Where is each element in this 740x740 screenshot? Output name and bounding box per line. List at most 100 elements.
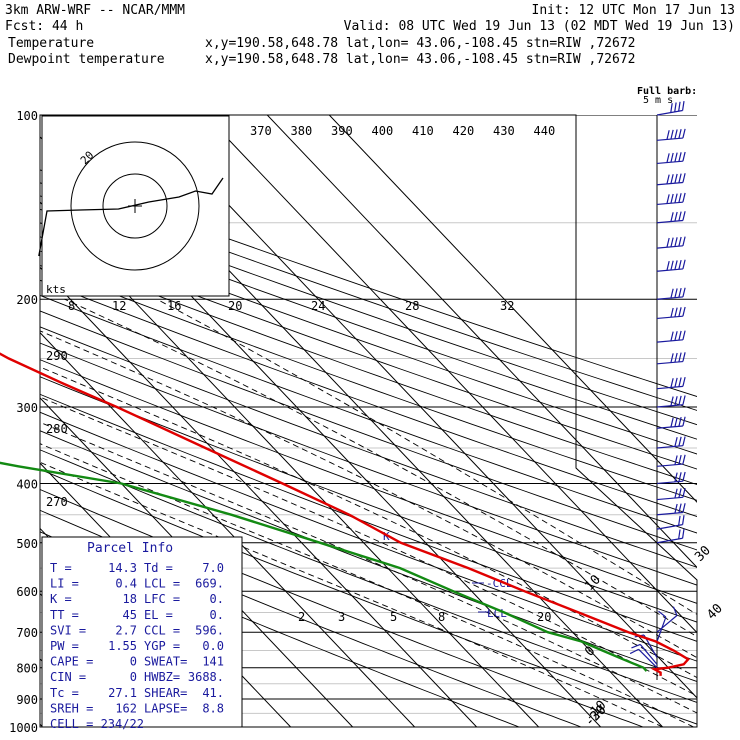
wind-barb-flag: [670, 212, 674, 222]
temperature-legend: Temperature: [8, 36, 94, 51]
wind-barb: [656, 306, 686, 320]
lcl-label: LCL: [487, 607, 507, 620]
wind-barb-shaft: [639, 644, 658, 665]
wind-barb: [656, 416, 686, 429]
isotherm: [204, 115, 697, 634]
dry-adiabat: [40, 310, 697, 551]
parcel-info-key: Td =: [144, 561, 173, 575]
parcel-info-value: 0.: [210, 592, 224, 606]
wind-barb-flag: [682, 192, 686, 203]
wind-barb: [656, 101, 685, 116]
dry-adiabat: [40, 294, 697, 534]
parcel-info-key: TT =: [50, 608, 79, 622]
pressure-label: 800: [16, 662, 38, 676]
height-label: 280: [46, 422, 68, 436]
wind-barb-flag: [682, 515, 685, 525]
wind-barb-flag: [678, 236, 682, 247]
wind-barb-flag: [682, 211, 686, 221]
wind-barb-flag: [678, 307, 682, 317]
parcel-info-key: SVI =: [50, 623, 86, 637]
parcel-info-value: 0: [130, 670, 137, 684]
wind-barb: [656, 454, 686, 467]
hodograph-speed-label: 28: [405, 299, 419, 313]
parcel-info-key: LAPSE=: [144, 701, 187, 715]
wind-barb-flag: [682, 287, 686, 298]
wind-barb-flag: [678, 416, 682, 427]
theta-label: 440: [534, 124, 556, 138]
wind-barb-flag: [682, 436, 686, 446]
header: 3km ARW-WRF -- NCAR/MMM Init: 12 UTC Mon…: [5, 3, 735, 67]
pressure-axis-labels: 100 200 300 400 500 600 700 800 900 1000: [9, 109, 38, 735]
isotherm: [40, 266, 478, 727]
wind-barb-flag: [629, 648, 639, 655]
wind-barb-flag: [678, 173, 682, 183]
hodograph-ring-inner: [102, 173, 168, 239]
parcel-info-value: 0.4: [115, 577, 137, 591]
wind-barb-shaft: [656, 219, 683, 224]
mixing-ratio-label: 8: [438, 610, 445, 624]
parcel-info-key: Tc =: [50, 686, 79, 700]
wind-barb-shaft: [656, 425, 683, 429]
parcel-info-title: Parcel Info: [87, 541, 173, 556]
full-barb-legend: Full barb: 5 m s: [637, 86, 697, 106]
wind-barb-flag: [674, 237, 678, 247]
wind-barb-flag: [670, 396, 674, 406]
parcel-info-key: T =: [50, 561, 72, 575]
ccl-label: -CCL: [486, 577, 513, 590]
wind-barb-shaft: [656, 511, 683, 516]
forecast-hour: Fcst: 44 h: [5, 19, 83, 34]
pressure-label: 200: [16, 293, 38, 307]
theta-label: 370: [250, 124, 272, 138]
valid-time: Valid: 08 UTC Wed 19 Jun 13 (02 MDT Wed …: [344, 19, 735, 34]
wind-barb-shaft: [656, 360, 683, 365]
parcel-info-key: LI =: [50, 577, 79, 591]
wind-barb-flag: [670, 378, 674, 388]
parcel-info-value: 669.: [195, 577, 224, 591]
wind-barb-flag: [678, 503, 682, 513]
wind-barb: [656, 610, 667, 642]
parcel-info-key: PW =: [50, 639, 79, 653]
moist-adiabat: [40, 462, 663, 727]
wind-barb-shaft: [656, 339, 683, 343]
wind-barb-shaft: [656, 315, 683, 320]
wind-barb-flag: [674, 102, 677, 112]
wind-barb: [629, 648, 658, 669]
theta-label: 420: [453, 124, 475, 138]
wind-barb-flag: [674, 352, 678, 363]
wind-barb-flag: [674, 437, 678, 447]
wind-barb-flag: [682, 528, 685, 539]
hodograph-speed-label: 12: [112, 299, 126, 313]
wind-barb-flag: [682, 503, 686, 513]
wind-barb-shaft: [656, 496, 683, 501]
parcel-info-key: EL =: [144, 608, 173, 622]
dewpoint-profile: [0, 461, 648, 672]
plot-frame: [39, 114, 698, 728]
wind-barb: [656, 330, 686, 343]
theta-label: 430: [493, 124, 515, 138]
el-label: K: [383, 530, 390, 543]
wind-barb-flag: [678, 395, 682, 406]
height-labels: 290 280 270: [46, 349, 68, 509]
parcel-info-key: CCL =: [144, 623, 180, 637]
wind-barb-flag: [678, 352, 682, 363]
pressure-label: 600: [16, 585, 38, 599]
full-barb-legend-title: Full barb:: [637, 86, 697, 97]
parcel-info-value: 27.1: [108, 686, 137, 700]
wind-barb-shaft: [656, 109, 683, 116]
wind-barb: [656, 436, 686, 449]
dry-adiabat: [40, 264, 697, 501]
wind-barb: [656, 606, 678, 633]
parcel-info-value: 162: [115, 701, 137, 715]
wind-barb-flag: [674, 260, 678, 270]
dry-adiabat: [40, 359, 697, 604]
wind-barb-flag: [666, 237, 670, 248]
parcel-info-value: 45: [123, 608, 137, 622]
hodograph-speed-label: 24: [311, 299, 325, 313]
moist-adiabat: [156, 298, 697, 615]
dry-adiabat: [40, 468, 697, 725]
mixing-ratio-label: 2: [298, 610, 305, 624]
temperature-tick-label: 30: [692, 543, 714, 565]
parcel-info-value: 3688.: [188, 670, 224, 684]
dry-adiabat: [40, 326, 697, 568]
